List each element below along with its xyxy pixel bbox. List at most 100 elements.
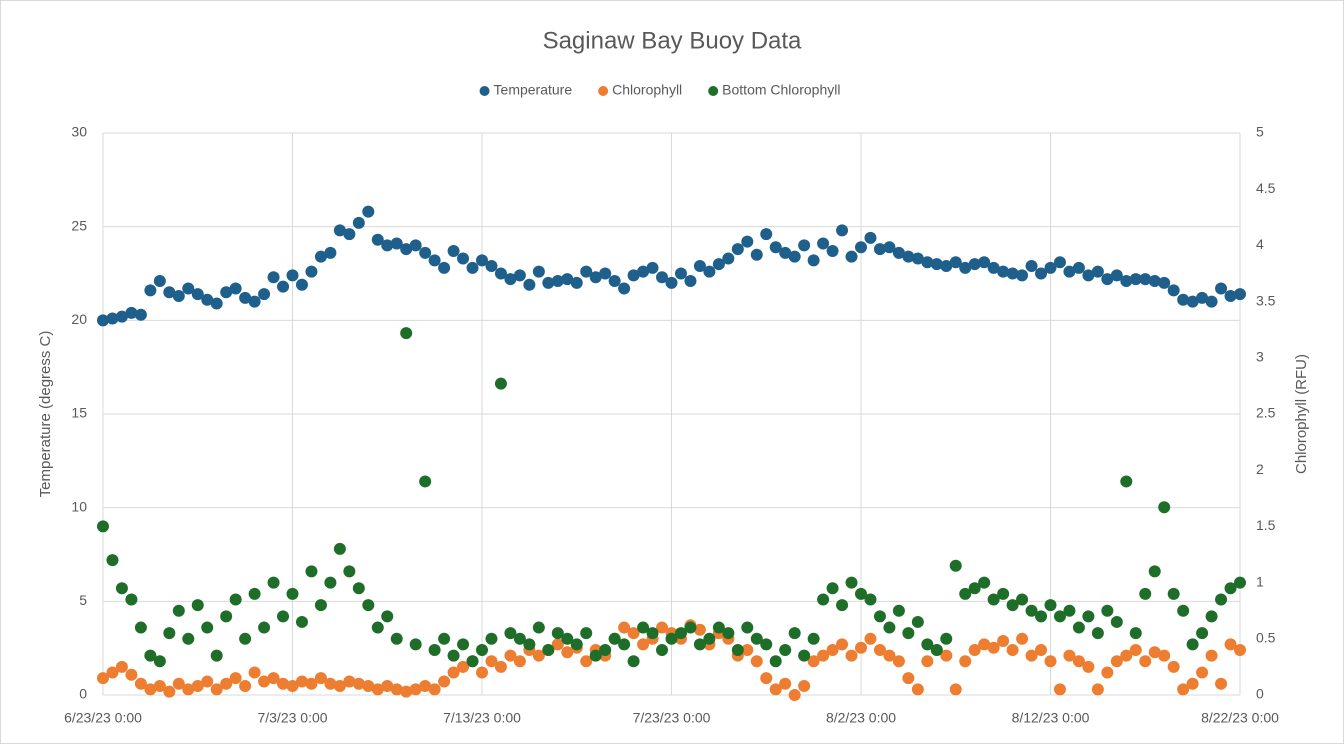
data-point xyxy=(1139,655,1152,668)
data-point xyxy=(314,599,327,612)
data-point xyxy=(343,565,356,578)
data-point xyxy=(665,632,678,645)
data-point xyxy=(987,593,1000,606)
data-point xyxy=(277,280,290,293)
data-point xyxy=(295,615,308,628)
data-point xyxy=(703,632,716,645)
data-point xyxy=(1082,269,1095,282)
data-point xyxy=(362,599,375,612)
data-point xyxy=(324,576,337,589)
data-point xyxy=(750,632,763,645)
data-point xyxy=(968,644,981,657)
data-point xyxy=(324,246,337,259)
data-point xyxy=(599,267,612,280)
data-point xyxy=(1196,291,1209,304)
data-point xyxy=(807,632,820,645)
data-point xyxy=(1053,683,1066,696)
data-point xyxy=(295,278,308,291)
data-point xyxy=(1196,627,1209,640)
x-tick-label: 8/2/23 0:00 xyxy=(826,710,896,726)
data-point xyxy=(656,621,669,634)
data-point xyxy=(570,638,583,651)
data-point xyxy=(220,610,233,623)
data-point xyxy=(618,621,631,634)
data-point xyxy=(1205,295,1218,308)
data-point xyxy=(333,542,346,555)
data-point xyxy=(409,638,422,651)
data-point xyxy=(561,273,574,286)
data-point xyxy=(97,520,109,533)
data-point xyxy=(144,284,157,297)
data-point xyxy=(400,327,413,340)
data-point xyxy=(637,638,650,651)
data-point xyxy=(1035,267,1048,280)
data-point xyxy=(684,274,697,287)
data-point xyxy=(1025,649,1038,662)
data-point xyxy=(457,252,470,265)
data-point xyxy=(419,680,432,693)
data-point xyxy=(390,237,403,250)
data-point xyxy=(428,683,441,696)
x-tick-label: 8/22/23 0:00 xyxy=(1201,710,1279,726)
data-point xyxy=(731,243,744,256)
data-point xyxy=(1148,274,1161,287)
data-point xyxy=(476,644,488,657)
data-point xyxy=(305,565,318,578)
data-point xyxy=(817,593,830,606)
data-point xyxy=(267,271,280,284)
data-point xyxy=(1196,666,1209,679)
data-point xyxy=(352,582,365,595)
data-point xyxy=(542,276,555,289)
data-point xyxy=(1205,649,1218,662)
data-point xyxy=(580,655,593,668)
data-point xyxy=(1234,644,1246,657)
data-point xyxy=(115,582,128,595)
data-point xyxy=(239,680,252,693)
data-point xyxy=(1110,655,1123,668)
data-point xyxy=(314,672,327,685)
data-point xyxy=(949,559,962,572)
data-point xyxy=(1234,288,1246,301)
data-point xyxy=(968,258,981,271)
data-point xyxy=(1082,610,1095,623)
data-point xyxy=(978,576,991,589)
data-point xyxy=(1110,615,1123,628)
data-point xyxy=(656,644,669,657)
data-point xyxy=(381,610,394,623)
data-point xyxy=(106,554,119,567)
data-point xyxy=(930,258,943,271)
data-point xyxy=(826,245,839,258)
data-point xyxy=(1234,576,1246,589)
data-point xyxy=(883,241,896,254)
data-point xyxy=(485,632,498,645)
data-point xyxy=(864,632,877,645)
data-point xyxy=(428,254,441,267)
data-point xyxy=(1186,295,1199,308)
data-point xyxy=(1091,627,1104,640)
data-point xyxy=(106,666,119,679)
data-point xyxy=(940,632,953,645)
data-point xyxy=(949,683,962,696)
x-tick-label: 7/23/23 0:00 xyxy=(633,710,711,726)
data-point xyxy=(599,644,612,657)
y2-axis-label: Chlorophyll (RFU) xyxy=(1293,354,1310,474)
data-point xyxy=(817,649,830,662)
data-point xyxy=(892,604,905,617)
data-point xyxy=(305,265,318,278)
data-point xyxy=(447,649,460,662)
data-point xyxy=(438,632,451,645)
data-point xyxy=(693,623,706,636)
data-point xyxy=(959,261,972,274)
data-point xyxy=(959,587,972,600)
data-point xyxy=(1177,683,1190,696)
data-point xyxy=(798,680,811,693)
data-point xyxy=(466,261,479,274)
data-point xyxy=(409,239,422,252)
data-point xyxy=(921,655,934,668)
data-point xyxy=(1215,677,1228,690)
legend-marker xyxy=(598,86,609,96)
data-point xyxy=(295,675,308,688)
data-point xyxy=(125,668,138,681)
data-point xyxy=(807,655,820,668)
data-point xyxy=(788,689,801,701)
